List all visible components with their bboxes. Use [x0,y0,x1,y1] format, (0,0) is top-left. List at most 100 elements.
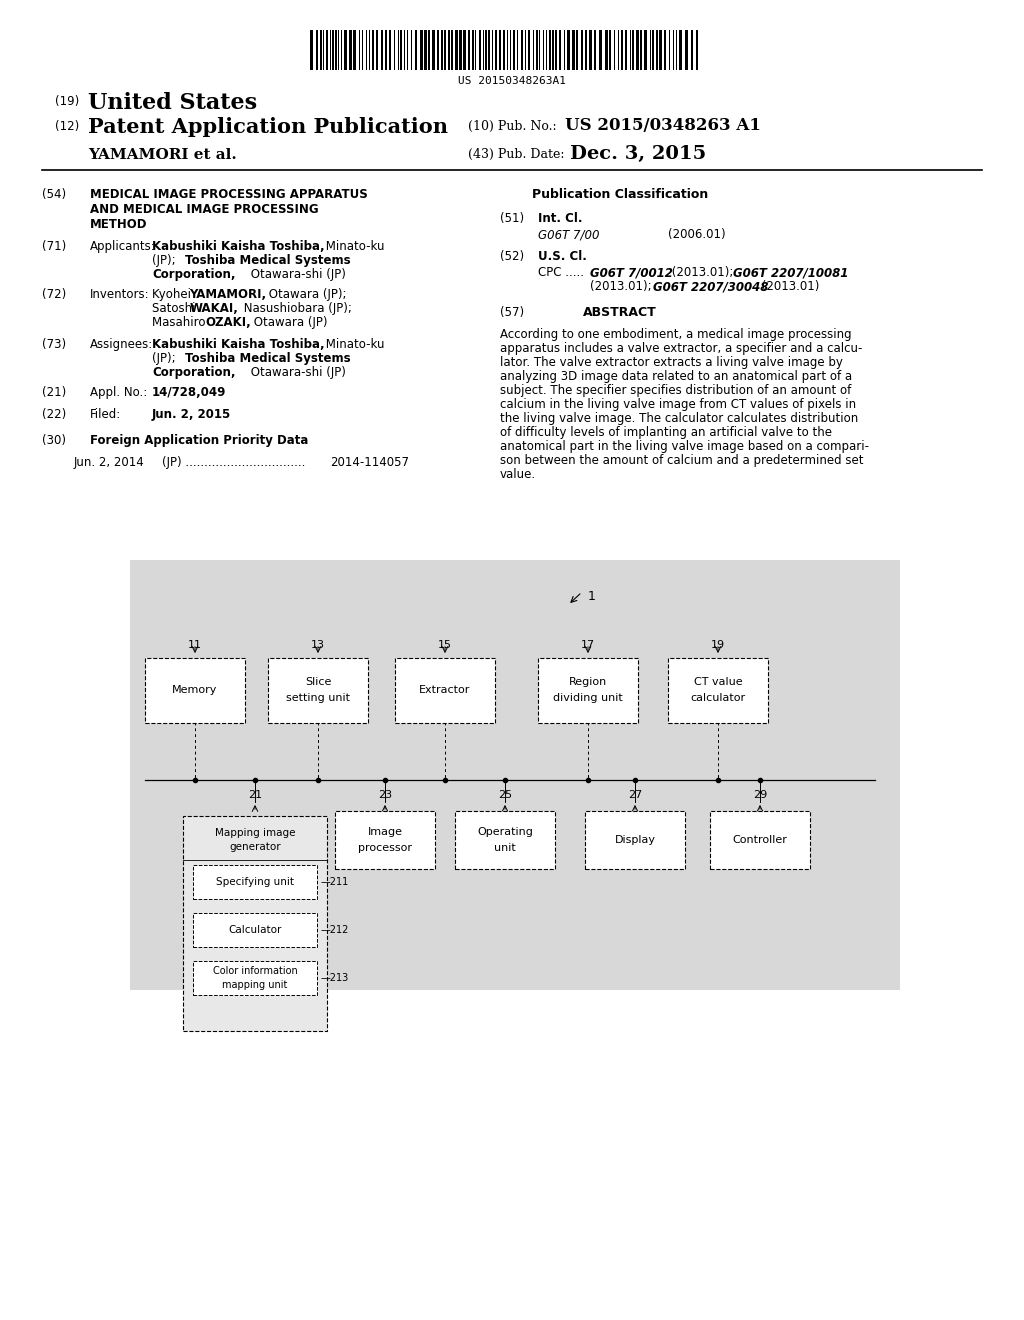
Bar [527,30,529,70]
Text: US 2015/0348263 A1: US 2015/0348263 A1 [565,117,761,135]
Text: Filed:: Filed: [90,408,121,421]
Bar [488,30,490,70]
Text: WAKAI,: WAKAI, [190,302,239,315]
Text: Otawara-shi (JP): Otawara-shi (JP) [247,366,346,379]
Text: Specifying unit: Specifying unit [216,876,294,887]
Text: processor: processor [358,843,412,853]
Text: US 20150348263A1: US 20150348263A1 [458,77,566,86]
Bar [651,30,654,70]
Text: (51): (51) [500,213,524,224]
Bar [575,30,578,70]
Text: Applicants:: Applicants: [90,240,156,253]
Text: G06T 7/0012: G06T 7/0012 [590,267,673,279]
Bar [361,30,362,70]
Text: Inventors:: Inventors: [90,288,150,301]
Bar [440,30,443,70]
Bar [643,30,646,70]
Bar [513,30,515,70]
Text: unit: unit [495,843,516,853]
Text: 11: 11 [188,640,202,649]
Bar [145,657,245,723]
Text: Jun. 2, 2014: Jun. 2, 2014 [74,455,144,469]
Bar [632,30,634,70]
Bar [451,30,453,70]
Text: (52): (52) [500,249,524,263]
Bar [403,30,406,70]
Text: of difficulty levels of implanting an artificial valve to the: of difficulty levels of implanting an ar… [500,426,831,440]
Text: Patent Application Publication: Patent Application Publication [88,117,449,137]
Text: (2013.01);: (2013.01); [590,280,655,293]
Text: Extractor: Extractor [419,685,471,696]
Text: analyzing 3D image data related to an anatomical part of a: analyzing 3D image data related to an an… [500,370,852,383]
Bar [427,30,429,70]
Bar [323,30,324,70]
Bar [521,30,522,70]
Text: value.: value. [500,469,537,480]
Text: G06T 2207/30048: G06T 2207/30048 [653,280,768,293]
Bar [459,30,462,70]
Text: —211: —211 [321,876,349,887]
Bar [532,30,534,70]
Bar [604,30,607,70]
Bar [444,30,445,70]
Text: U.S. Cl.: U.S. Cl. [538,249,587,263]
Text: Minato-ku: Minato-ku [322,338,384,351]
Text: Minato-ku: Minato-ku [322,240,384,253]
Bar [415,30,417,70]
Text: AND MEDICAL IMAGE PROCESSING: AND MEDICAL IMAGE PROCESSING [90,203,318,216]
Text: Toshiba Medical Systems: Toshiba Medical Systems [185,253,350,267]
Text: Foreign Application Priority Data: Foreign Application Priority Data [90,434,308,447]
Text: (54): (54) [42,187,67,201]
Text: ABSTRACT: ABSTRACT [583,306,656,319]
Text: METHOD: METHOD [90,218,147,231]
Bar [376,30,378,70]
Bar [495,30,497,70]
Text: Region: Region [569,677,607,686]
Bar [310,30,313,70]
Bar [193,865,317,899]
Bar [268,657,368,723]
Bar [566,30,569,70]
Bar [636,30,639,70]
Text: (19): (19) [55,95,79,108]
Bar [183,816,327,1031]
Bar [664,30,666,70]
Bar [608,30,610,70]
Text: YAMAMORI,: YAMAMORI, [189,288,266,301]
Text: (21): (21) [42,385,67,399]
Text: G06T 2207/10081: G06T 2207/10081 [733,267,848,279]
Text: CPC .....: CPC ..... [538,267,584,279]
Bar [558,30,560,70]
Bar [679,30,682,70]
Bar [420,30,423,70]
Bar [338,30,339,70]
Text: apparatus includes a valve extractor, a specifier and a calcu-: apparatus includes a valve extractor, a … [500,342,862,355]
Text: YAMAMORI et al.: YAMAMORI et al. [88,148,237,162]
Text: Color information: Color information [213,966,297,975]
Text: Kabushiki Kaisha Toshiba,: Kabushiki Kaisha Toshiba, [152,240,325,253]
Text: (30): (30) [42,434,66,447]
Text: 29: 29 [753,789,767,800]
Bar [485,30,486,70]
Text: CT value: CT value [693,677,742,686]
Bar [710,810,810,869]
Text: Jun. 2, 2015: Jun. 2, 2015 [152,408,231,421]
Bar [389,30,390,70]
Text: 23: 23 [378,789,392,800]
Text: Calculator: Calculator [228,925,282,935]
Text: Otawara (JP): Otawara (JP) [250,315,328,329]
Bar [543,30,544,70]
Text: Appl. No.:: Appl. No.: [90,385,147,399]
Bar [538,657,638,723]
Bar [384,30,386,70]
Bar [555,30,557,70]
Bar [640,30,641,70]
Bar [503,30,505,70]
Text: (12): (12) [55,120,79,133]
Bar [510,30,511,70]
Text: G06T 7/00: G06T 7/00 [538,228,599,242]
Bar [395,657,495,723]
Text: setting unit: setting unit [286,693,350,704]
Text: (57): (57) [500,306,524,319]
Bar [594,30,596,70]
